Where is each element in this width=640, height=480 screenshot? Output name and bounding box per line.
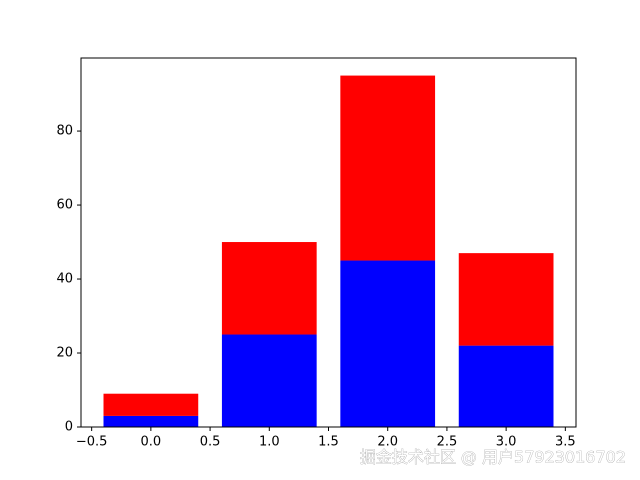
- x-tick-label: 3.5: [555, 435, 576, 450]
- bar: [221, 242, 317, 335]
- bar: [458, 253, 554, 346]
- x-tick-label: 1.0: [259, 435, 280, 450]
- x-tick-label: −0.5: [76, 435, 108, 450]
- y-tick-label: 80: [56, 124, 73, 139]
- x-tick-label: 2.0: [377, 435, 398, 450]
- bar: [221, 334, 317, 427]
- x-tick-label: 3.0: [496, 435, 517, 450]
- y-tick-label: 20: [56, 346, 73, 361]
- x-tick-label: 0.5: [200, 435, 221, 450]
- bar: [458, 345, 554, 427]
- bar: [340, 260, 436, 427]
- y-tick-label: 40: [56, 272, 73, 287]
- y-tick-label: 60: [56, 198, 73, 213]
- watermark: 掘金技术社区 @ 用户57923016702: [360, 448, 626, 467]
- x-tick-label: 1.5: [318, 435, 339, 450]
- x-tick-label: 2.5: [437, 435, 458, 450]
- bar: [340, 75, 436, 261]
- y-tick-label: 0: [65, 420, 73, 435]
- x-tick-label: 0.0: [141, 435, 162, 450]
- bar: [103, 415, 199, 427]
- bar: [103, 393, 199, 416]
